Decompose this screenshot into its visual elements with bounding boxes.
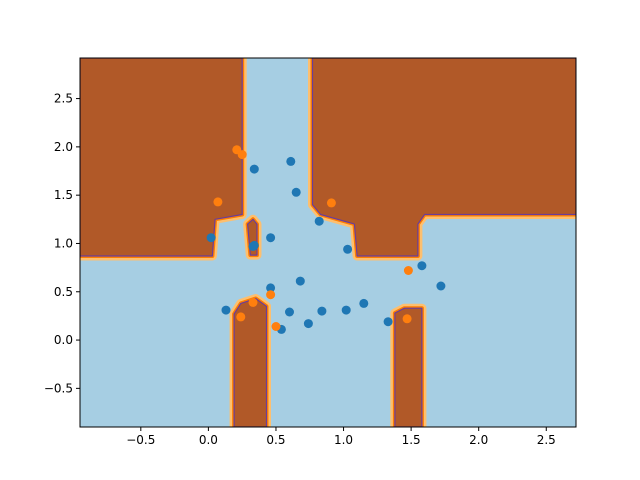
y-axis: −0.5 0.0 0.5 1.0 1.5 2.0 2.5	[44, 92, 80, 395]
decision-regions	[80, 58, 576, 427]
scatter-point-series-1	[266, 290, 276, 300]
scatter-point-series-0	[417, 261, 427, 271]
scatter-point-series-0	[266, 233, 276, 243]
scatter-point-series-0	[317, 306, 327, 316]
scatter-point-series-1	[402, 314, 412, 324]
scatter-point-series-1	[213, 197, 223, 207]
scatter-point-series-1	[237, 150, 247, 160]
scatter-point-series-0	[295, 276, 305, 286]
scatter-point-series-1	[271, 322, 281, 331]
scatter-point-series-0	[286, 156, 296, 166]
scatter-points	[206, 145, 446, 334]
scatter-point-series-0	[343, 244, 353, 254]
x-tick-label: 0.0	[199, 433, 218, 447]
y-tick-label: 2.5	[54, 92, 73, 106]
scatter-point-series-0	[249, 164, 259, 174]
x-tick-label: 2.0	[469, 433, 488, 447]
x-tick-label: 2.5	[537, 433, 556, 447]
y-tick-label: 1.0	[54, 236, 73, 250]
scatter-point-series-1	[403, 266, 413, 275]
scatter-point-series-1	[248, 297, 258, 307]
region-class-1	[233, 297, 268, 427]
y-tick-label: 2.0	[54, 140, 73, 154]
y-tick-label: −0.5	[44, 381, 73, 395]
scatter-point-series-0	[359, 298, 369, 308]
scatter-point-series-0	[383, 317, 393, 327]
scatter-point-series-0	[303, 319, 313, 329]
scatter-point-series-0	[221, 305, 231, 315]
x-axis: −0.5 0.0 0.5 1.0 1.5 2.0 2.5	[126, 427, 556, 447]
scatter-point-series-0	[285, 307, 294, 317]
x-tick-label: −0.5	[126, 433, 155, 447]
scatter-point-series-0	[291, 187, 301, 197]
scatter-point-series-1	[236, 312, 246, 322]
y-tick-label: 1.5	[54, 188, 73, 202]
scatter-point-series-0	[266, 283, 276, 293]
region-class-1	[394, 307, 423, 427]
plot-frame	[79, 57, 577, 428]
y-tick-label: 0.0	[54, 333, 73, 347]
scatter-point-series-0	[341, 305, 351, 315]
scatter-point-series-1	[326, 198, 336, 208]
y-tick-label: 0.5	[54, 285, 73, 299]
scatter-point-series-0	[314, 216, 324, 226]
x-tick-label: 1.5	[402, 433, 421, 447]
region-class-1	[80, 58, 243, 257]
scatter-point-series-0	[206, 233, 216, 243]
x-tick-label: 1.0	[334, 433, 353, 447]
scatter-point-series-0	[436, 281, 446, 291]
x-tick-label: 0.5	[266, 433, 285, 447]
scatter-point-series-0	[248, 241, 258, 251]
region-class-1	[311, 58, 576, 257]
